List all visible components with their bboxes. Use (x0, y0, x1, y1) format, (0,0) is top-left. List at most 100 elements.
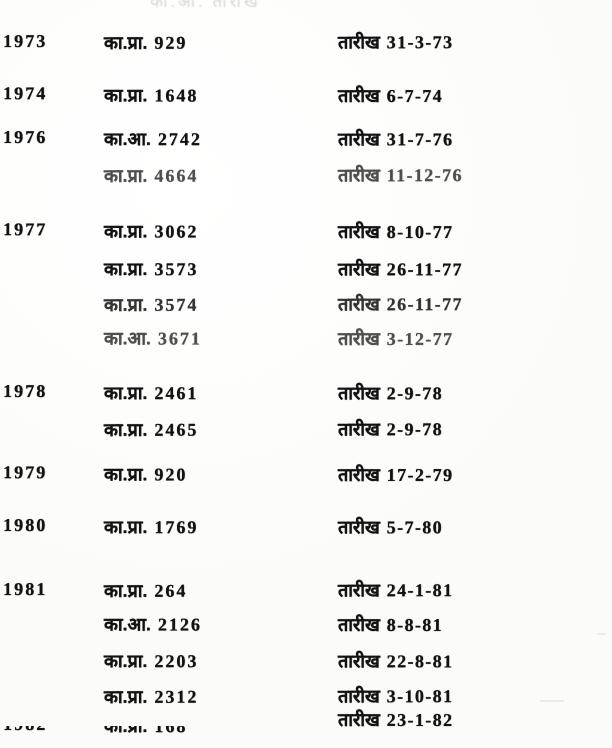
clipped-header-ghost: का.आ. तारीख (150, 0, 350, 9)
cell-year: 1973 (2, 30, 48, 52)
cell-reference: का.प्रा. 2465 (104, 418, 198, 442)
cell-date: तारीख 24-1-81 (338, 578, 454, 602)
date-value: 24-1-81 (386, 580, 454, 601)
cell-date: तारीख 5-7-80 (338, 515, 443, 539)
date-label: तारीख (337, 464, 380, 485)
cell-reference: का.आ. 3671 (104, 326, 202, 350)
date-value: 3-12-77 (386, 328, 454, 349)
reference-number: 3574 (154, 294, 199, 315)
reference-number: 4664 (154, 165, 199, 186)
table-row-clipped: 1982 का.प्रा. 168 (0, 726, 612, 748)
table-row: का.प्रा. 2465 तारीख 2-9-78 (0, 417, 612, 452)
cell-year: 1980 (2, 514, 48, 535)
table-row: 1979 का.प्रा. 920 तारीख 17-2-79 (0, 462, 612, 497)
table-row: 1973 का.प्रा. 929 तारीख 31-3-73 (0, 30, 612, 65)
date-label: तारीख (337, 85, 380, 106)
date-value: 31-7-76 (386, 129, 454, 150)
reference-label: का.प्रा. (103, 580, 148, 601)
reference-number: 2465 (154, 419, 199, 440)
cell-date: तारीख 11-12-76 (338, 163, 463, 187)
date-label: तारीख (337, 580, 380, 601)
date-label: तारीख (337, 517, 380, 538)
reference-label: का.प्रा. (103, 383, 148, 404)
cell-date: तारीख 3-12-77 (338, 327, 454, 351)
date-value: 26-11-77 (386, 259, 463, 280)
reference-number: 3671 (157, 328, 202, 349)
cell-reference: का.प्रा. 920 (104, 462, 187, 486)
date-label: तारीख (337, 129, 380, 150)
table-row: 1978 का.प्रा. 2461 तारीख 2-9-78 (0, 381, 612, 416)
date-label: तारीख (337, 686, 380, 707)
reference-number: 1648 (154, 85, 199, 106)
date-value: 31-3-73 (386, 32, 454, 53)
reference-number: 168 (154, 726, 188, 737)
date-label: तारीख (337, 165, 380, 186)
cell-year: 1976 (2, 126, 48, 147)
date-label: तारीख (337, 328, 380, 349)
cell-date: तारीख 8-8-81 (338, 613, 443, 637)
reference-number: 929 (154, 32, 188, 53)
reference-label: का.प्रा. (103, 419, 148, 440)
table-row: का.प्रा. 3574 तारीख 26-11-77 (0, 292, 612, 327)
date-value: 22-8-81 (386, 651, 454, 672)
reference-label: का.आ. (103, 129, 151, 150)
date-label: तारीख (337, 259, 380, 280)
cell-date: तारीख 17-2-79 (338, 463, 454, 487)
cell-date: तारीख 8-10-77 (338, 220, 454, 244)
reference-label: का.प्रा. (103, 85, 148, 106)
table-row: 1976 का.आ. 2742 तारीख 31-7-76 (0, 127, 612, 162)
date-value: 8-8-81 (386, 614, 444, 635)
cell-year: 1979 (2, 462, 48, 483)
date-value: 17-2-79 (386, 464, 454, 485)
reference-label: का.आ. (103, 328, 151, 349)
cell-date: तारीख 2-9-78 (338, 417, 443, 441)
cell-date: तारीख 26-11-77 (338, 292, 463, 316)
table-row: 1981 का.प्रा. 264 तारीख 24-1-81 (0, 578, 612, 613)
cell-reference: का.प्रा. 2203 (104, 649, 198, 673)
reference-number: 3062 (154, 221, 199, 242)
cell-date: तारीख 31-3-73 (338, 30, 454, 54)
cell-year: 1977 (2, 219, 48, 240)
reference-label: का.प्रा. (103, 165, 148, 186)
cell-reference: का.प्रा. 3574 (104, 293, 198, 317)
cell-date: तारीख 22-8-81 (338, 649, 453, 673)
cell-reference: का.प्रा. 929 (104, 31, 187, 55)
date-value: 11-12-76 (386, 165, 463, 186)
cell-reference: का.प्रा. 168 (104, 726, 187, 738)
reference-label: का.प्रा. (103, 294, 148, 315)
clipped-bottom-row-container: 1982 का.प्रा. 168 (0, 726, 612, 748)
reference-label: का.प्रा. (103, 651, 148, 672)
table-row: 1980 का.प्रा. 1769 तारीख 5-7-80 (0, 515, 612, 550)
date-value: 26-11-77 (386, 294, 463, 315)
reference-number: 2312 (154, 686, 199, 707)
cell-year: 1974 (2, 83, 48, 104)
cell-date: तारीख 31-7-76 (338, 127, 453, 151)
cell-reference: का.प्रा. 1769 (104, 515, 198, 539)
reference-number: 2742 (157, 129, 202, 150)
reference-number: 920 (154, 464, 188, 485)
table-row: का.आ. 2126 तारीख 8-8-81 (0, 612, 612, 647)
cell-reference: का.प्रा. 3573 (104, 257, 198, 281)
reference-label: का.प्रा. (103, 686, 148, 707)
reference-number: 2126 (157, 614, 202, 635)
date-value: 8-10-77 (386, 221, 454, 242)
date-label: तारीख (337, 221, 380, 242)
cell-reference: का.प्रा. 2461 (104, 381, 198, 405)
cell-reference: का.प्रा. 3062 (104, 219, 198, 243)
cell-reference: का.प्रा. 4664 (104, 164, 198, 188)
table-row: का.प्रा. 4664 तारीख 11-12-76 (0, 163, 612, 198)
reference-number: 2461 (154, 383, 199, 404)
cell-date: तारीख 3-10-81 (338, 684, 454, 708)
reference-label: का.प्रा. (103, 517, 148, 538)
date-value: 5-7-80 (386, 517, 444, 538)
date-label: तारीख (337, 614, 380, 635)
cell-reference: का.आ. 2126 (104, 612, 202, 636)
table-row: 1977 का.प्रा. 3062 तारीख 8-10-77 (0, 219, 612, 254)
table-row: का.प्रा. 3573 तारीख 26-11-77 (0, 257, 612, 292)
date-label: तारीख (337, 383, 380, 404)
date-label: तारीख (337, 294, 380, 315)
reference-label: का.आ. (103, 614, 151, 635)
reference-label: का.प्रा. (103, 32, 148, 53)
